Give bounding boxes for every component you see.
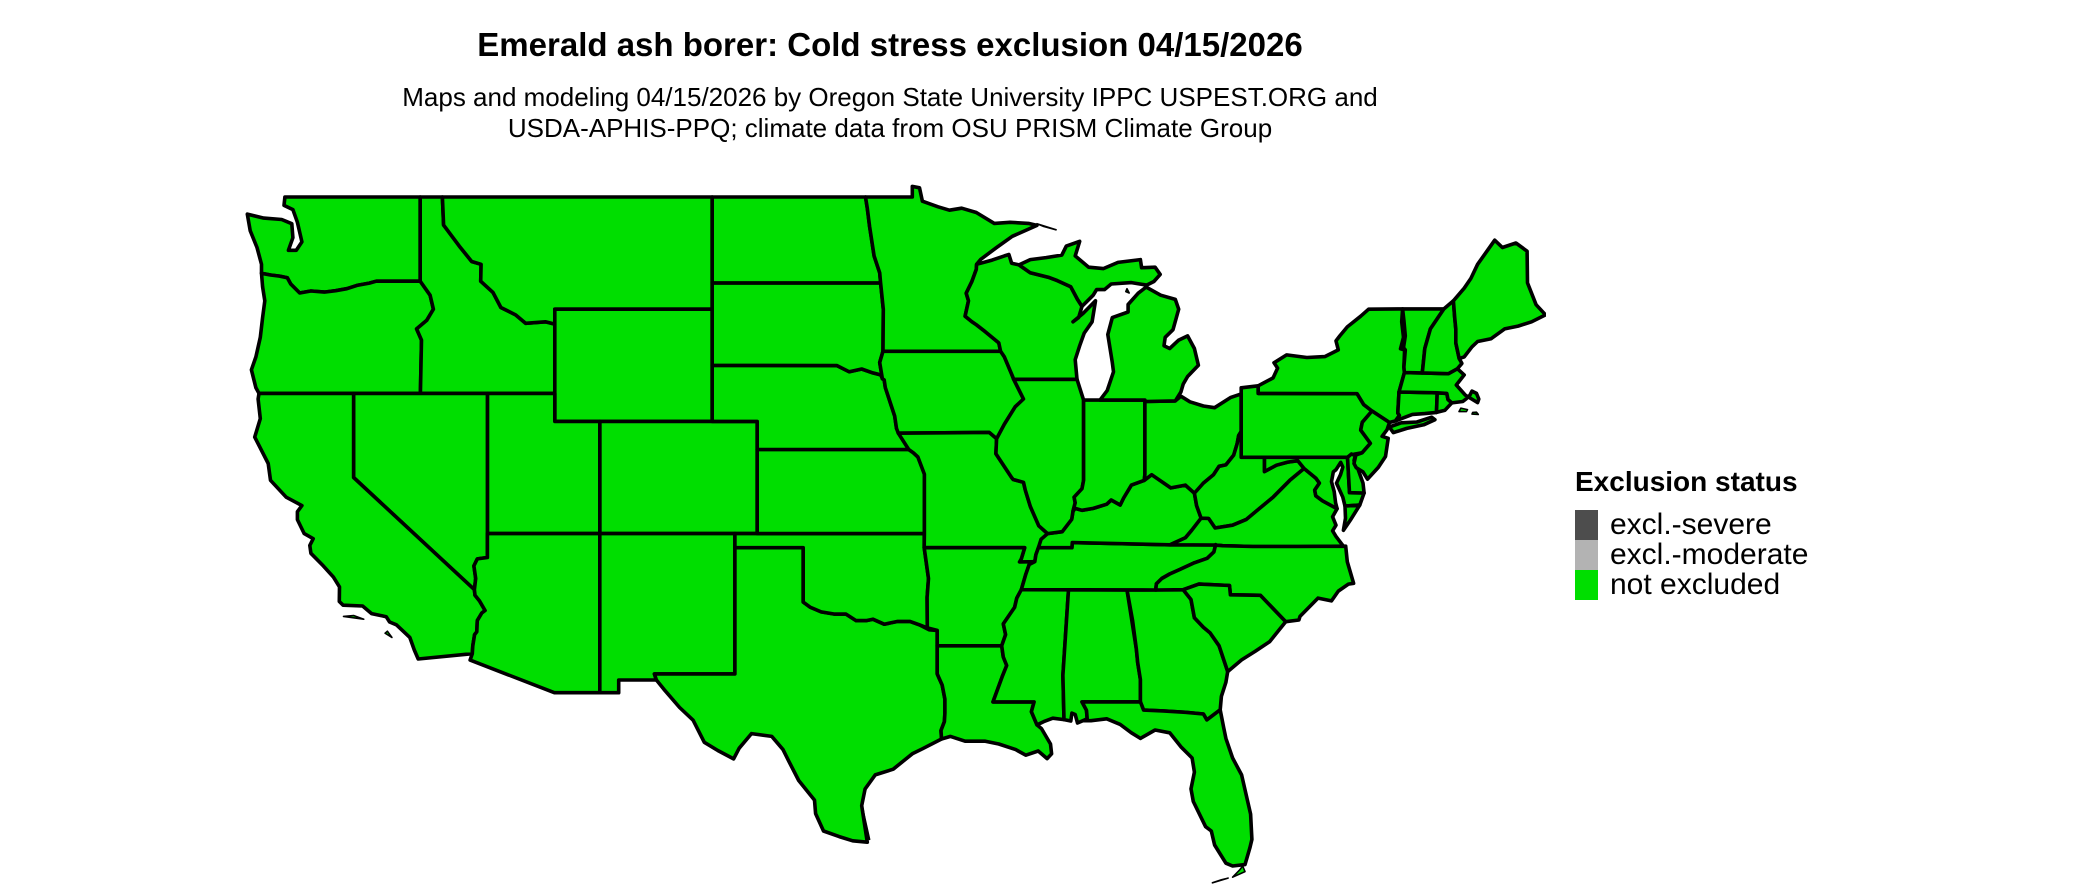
legend-label-excl-severe: excl.-severe: [1610, 508, 1772, 541]
state-me: [1451, 238, 1546, 361]
legend-swatch-not-excluded: [1575, 570, 1598, 600]
state-co: [597, 419, 760, 536]
state-long_island: [1387, 415, 1437, 435]
state-nd: [710, 195, 883, 285]
state-nj: [1352, 409, 1392, 482]
figure-title: Emerald ash borer: Cold stress exclusion…: [477, 26, 1303, 63]
state-sd: [710, 281, 886, 381]
us-map: [245, 184, 1546, 884]
island-beaver_island: [1124, 287, 1131, 294]
state-ms: [991, 587, 1071, 727]
state-sc: [1181, 582, 1288, 674]
island-isle_royale: [1036, 222, 1057, 231]
legend: Exclusion status excl.-severe excl.-mode…: [1575, 466, 1808, 600]
legend-title: Exclusion status: [1575, 466, 1798, 497]
island-marthas_vineyard: [1458, 407, 1469, 413]
figure-subtitle-line2: USDA-APHIS-PPQ; climate data from OSU PR…: [507, 113, 1273, 143]
state-mi_up: [1017, 239, 1163, 309]
legend-item-not-excluded: not excluded: [1575, 570, 1808, 600]
island-padre_island: [861, 804, 871, 841]
island-catalina: [384, 630, 393, 639]
legend-label-excl-moderate: excl.-moderate: [1610, 538, 1809, 571]
state-or: [249, 271, 436, 396]
legend-swatch-excl-moderate: [1575, 540, 1598, 570]
state-ks: [755, 447, 927, 536]
island-channel_islands: [342, 614, 365, 621]
figure-subtitle-line1: Maps and modeling 04/15/2026 by Oregon S…: [402, 82, 1378, 112]
island-florida_keys_lower: [1211, 877, 1229, 884]
island-florida_keys_upper: [1231, 865, 1246, 879]
legend-swatch-excl-severe: [1575, 510, 1598, 540]
state-wy: [552, 307, 715, 424]
legend-item-excl-moderate: excl.-moderate: [1575, 540, 1808, 570]
state-va_e: [1341, 503, 1362, 533]
state-az: [468, 531, 602, 695]
state-fl: [1080, 700, 1254, 868]
legend-item-excl-severe: excl.-severe: [1575, 510, 1808, 540]
legend-label-not-excluded: not excluded: [1610, 568, 1781, 601]
state-pa: [1239, 384, 1374, 460]
island-nantucket: [1471, 411, 1480, 416]
state-mi: [1098, 285, 1201, 404]
state-nm: [597, 531, 737, 695]
figure-subtitle: Maps and modeling 04/15/2026 by Oregon S…: [136, 82, 1644, 144]
